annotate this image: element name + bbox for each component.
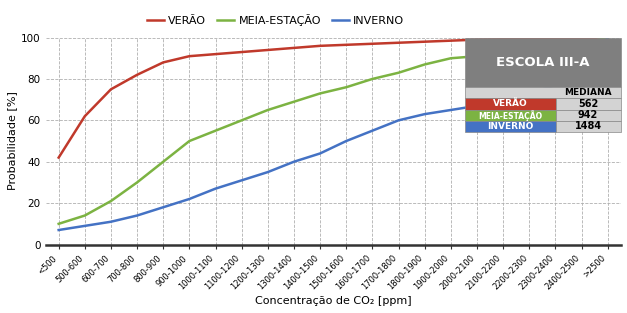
Text: 1484: 1484 <box>574 121 602 131</box>
INVERNO <box>317 151 324 155</box>
INVERNO <box>81 224 88 228</box>
VERÃO <box>395 41 403 45</box>
VERÃO <box>186 54 193 58</box>
INVERNO <box>577 79 585 83</box>
MEIA-ESTAÇÃO <box>342 85 350 89</box>
VERÃO <box>499 37 507 41</box>
INVERNO <box>212 187 219 191</box>
Y-axis label: Probabilidade [%]: Probabilidade [%] <box>7 92 17 191</box>
MEIA-ESTAÇÃO <box>81 214 88 218</box>
INVERNO <box>107 220 115 223</box>
VERÃO <box>369 42 376 46</box>
INVERNO <box>552 83 559 87</box>
MEIA-ESTAÇÃO <box>421 63 428 66</box>
INVERNO <box>499 98 507 101</box>
Line: VERÃO: VERÃO <box>59 38 608 157</box>
Text: MEIA-ESTAÇÃO: MEIA-ESTAÇÃO <box>478 110 542 121</box>
VERÃO <box>421 40 428 44</box>
MEIA-ESTAÇÃO <box>317 92 324 95</box>
INVERNO <box>342 139 350 143</box>
INVERNO <box>447 108 455 112</box>
X-axis label: Concentração de CO₂ [ppm]: Concentração de CO₂ [ppm] <box>255 296 411 306</box>
VERÃO <box>290 46 298 50</box>
Line: MEIA-ESTAÇÃO: MEIA-ESTAÇÃO <box>59 38 608 224</box>
INVERNO <box>525 92 533 95</box>
MEIA-ESTAÇÃO <box>55 222 63 226</box>
Text: INVERNO: INVERNO <box>487 122 534 131</box>
MEIA-ESTAÇÃO <box>577 42 585 46</box>
INVERNO <box>159 205 167 209</box>
VERÃO <box>55 156 63 159</box>
INVERNO <box>395 118 403 122</box>
Text: VERÃO: VERÃO <box>493 100 528 109</box>
INVERNO <box>264 170 271 174</box>
VERÃO <box>552 36 559 40</box>
INVERNO <box>604 36 611 39</box>
MEIA-ESTAÇÃO <box>264 108 271 112</box>
MEIA-ESTAÇÃO <box>290 100 298 104</box>
INVERNO <box>238 178 245 182</box>
MEIA-ESTAÇÃO <box>604 36 611 39</box>
MEIA-ESTAÇÃO <box>473 54 481 58</box>
VERÃO <box>447 39 455 43</box>
Text: ESCOLA III-A: ESCOLA III-A <box>497 56 590 69</box>
MEIA-ESTAÇÃO <box>186 139 193 143</box>
VERÃO <box>238 50 245 54</box>
VERÃO <box>473 38 481 42</box>
MEIA-ESTAÇÃO <box>447 56 455 60</box>
INVERNO <box>473 104 481 108</box>
Legend: VERÃO, MEIA-ESTAÇÃO, INVERNO: VERÃO, MEIA-ESTAÇÃO, INVERNO <box>142 10 409 31</box>
INVERNO <box>290 160 298 164</box>
VERÃO <box>81 114 88 118</box>
VERÃO <box>212 52 219 56</box>
Text: MEDIANA: MEDIANA <box>564 88 612 97</box>
INVERNO <box>186 197 193 201</box>
MEIA-ESTAÇÃO <box>525 50 533 54</box>
MEIA-ESTAÇÃO <box>159 160 167 164</box>
MEIA-ESTAÇÃO <box>395 71 403 74</box>
INVERNO <box>421 112 428 116</box>
VERÃO <box>342 43 350 47</box>
MEIA-ESTAÇÃO <box>212 129 219 133</box>
INVERNO <box>369 129 376 133</box>
MEIA-ESTAÇÃO <box>238 118 245 122</box>
MEIA-ESTAÇÃO <box>134 181 141 184</box>
INVERNO <box>55 228 63 232</box>
VERÃO <box>604 36 611 39</box>
VERÃO <box>134 73 141 77</box>
VERÃO <box>317 44 324 48</box>
VERÃO <box>577 36 585 40</box>
VERÃO <box>264 48 271 52</box>
MEIA-ESTAÇÃO <box>499 52 507 56</box>
MEIA-ESTAÇÃO <box>369 77 376 81</box>
VERÃO <box>107 87 115 91</box>
MEIA-ESTAÇÃO <box>552 46 559 50</box>
Line: INVERNO: INVERNO <box>59 38 608 230</box>
INVERNO <box>134 214 141 218</box>
Text: 942: 942 <box>578 110 598 120</box>
VERÃO <box>159 60 167 64</box>
MEIA-ESTAÇÃO <box>107 199 115 203</box>
Text: 562: 562 <box>578 99 598 109</box>
VERÃO <box>525 37 533 40</box>
